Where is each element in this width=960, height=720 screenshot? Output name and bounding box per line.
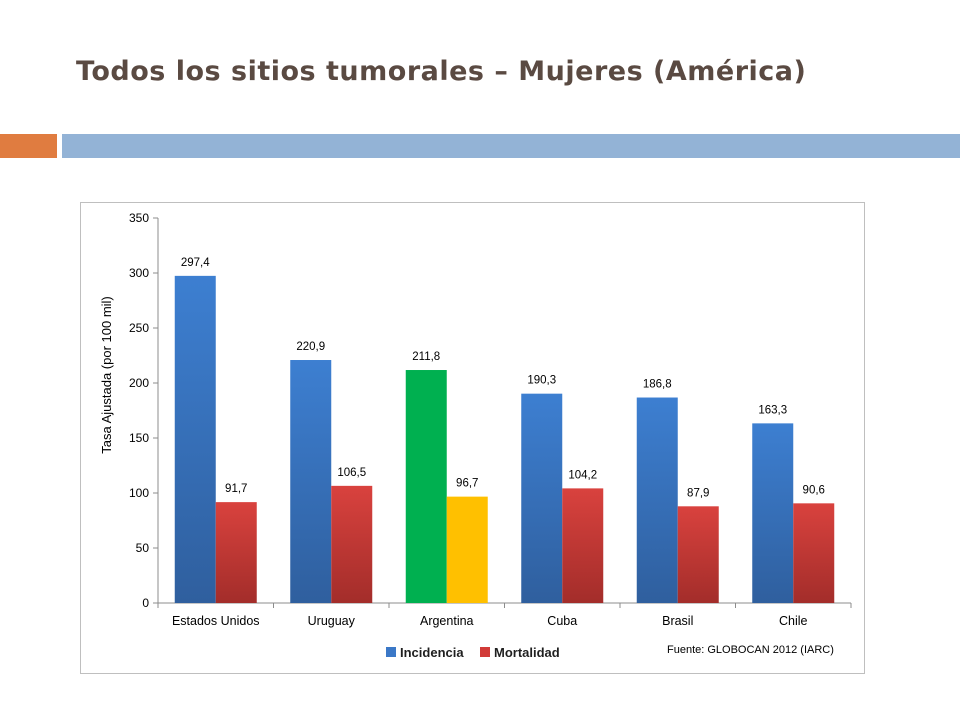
source-note: Fuente: GLOBOCAN 2012 (IARC)	[667, 644, 834, 656]
y-tick-label: 350	[129, 211, 149, 225]
bar-incidencia	[290, 360, 332, 603]
bar-mortalidad	[215, 502, 257, 603]
bar-mortalidad	[446, 496, 488, 603]
x-category-label: Uruguay	[308, 614, 356, 628]
data-label-mortalidad: 90,6	[803, 484, 825, 496]
legend-swatch-mortalidad	[480, 647, 490, 657]
data-label-incidencia: 220,9	[296, 341, 325, 353]
data-label-incidencia: 297,4	[181, 257, 210, 269]
y-tick-label: 300	[129, 266, 149, 280]
y-tick-label: 50	[136, 541, 150, 555]
legend-swatch-incidencia	[386, 647, 396, 657]
bar-incidencia	[752, 423, 794, 603]
accent-bar-blue	[62, 134, 960, 158]
bar-mortalidad	[793, 503, 835, 603]
slide-title: Todos los sitios tumorales – Mujeres (Am…	[76, 56, 807, 87]
accent-bar-orange	[0, 134, 57, 158]
legend-label-mortalidad: Mortalidad	[494, 645, 560, 660]
bar-incidencia	[174, 275, 216, 603]
data-label-incidencia: 163,3	[758, 404, 787, 416]
data-label-mortalidad: 106,5	[337, 467, 366, 479]
y-tick-label: 250	[129, 321, 149, 335]
bar-mortalidad	[331, 485, 373, 603]
data-label-mortalidad: 87,9	[687, 487, 709, 499]
y-tick-label: 150	[129, 431, 149, 445]
data-label-mortalidad: 96,7	[456, 478, 478, 490]
x-category-label: Estados Unidos	[172, 614, 260, 628]
x-category-label: Argentina	[420, 614, 474, 628]
x-category-label: Cuba	[547, 614, 577, 628]
bar-incidencia	[405, 370, 447, 603]
data-label-incidencia: 190,3	[527, 375, 556, 387]
data-label-incidencia: 211,8	[412, 351, 440, 363]
y-tick-label: 100	[129, 486, 149, 500]
x-category-label: Chile	[779, 614, 808, 628]
data-label-incidencia: 186,8	[643, 379, 672, 391]
y-axis-label: Tasa Ajustada (por 100 mil)	[99, 296, 114, 454]
y-tick-label: 200	[129, 376, 149, 390]
data-label-mortalidad: 91,7	[225, 483, 247, 495]
legend-label-incidencia: Incidencia	[400, 645, 464, 660]
bar-mortalidad	[562, 488, 604, 603]
bar-incidencia	[636, 397, 678, 603]
bar-incidencia	[521, 393, 563, 603]
bar-mortalidad	[677, 506, 719, 603]
data-label-mortalidad: 104,2	[568, 469, 597, 481]
x-category-label: Brasil	[662, 614, 693, 628]
y-tick-label: 0	[142, 596, 149, 610]
